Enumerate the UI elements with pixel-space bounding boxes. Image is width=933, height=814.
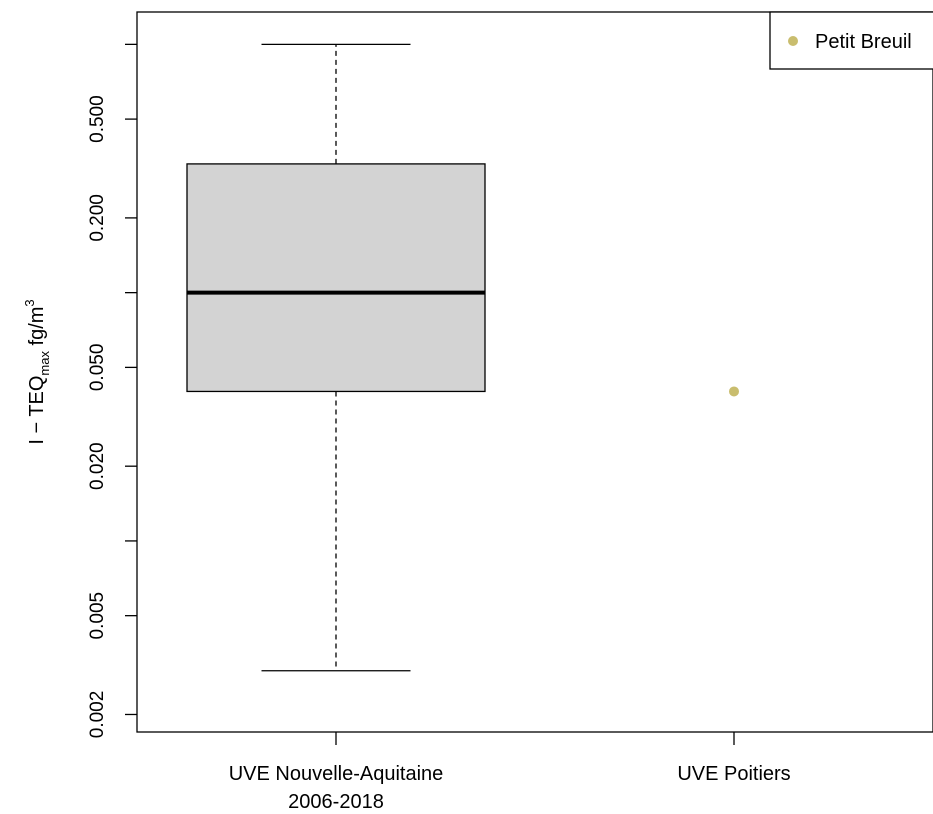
boxes: [186, 43, 486, 672]
legend: Petit Breuil: [769, 11, 933, 70]
legend-marker-petit-breuil: [788, 36, 798, 46]
y-tick-label: 0.200: [87, 194, 108, 242]
ylabel-subscript: max: [37, 351, 52, 376]
y-tick-label: 0.500: [87, 95, 108, 143]
x-category-label: UVE Nouvelle-Aquitaine: [229, 763, 444, 785]
plot-frame: [136, 11, 933, 733]
y-axis: 0.002 0.005 0.020 0.050 0.200 0.500: [87, 43, 137, 739]
y-tick-label: 0.002: [87, 691, 108, 739]
points: [729, 386, 739, 397]
x-category-label-line2: 2006-2018: [288, 791, 384, 813]
svg-text:I − TEQmax fg/m3: I − TEQmax fg/m3: [22, 299, 52, 444]
x-category-label: UVE Poitiers: [677, 763, 790, 785]
ylabel-prefix: I − TEQ: [26, 376, 48, 445]
data-point: [729, 386, 739, 397]
y-tick-label: 0.005: [87, 592, 108, 640]
legend-label-petit-breuil: Petit Breuil: [815, 31, 912, 53]
ylabel-superscript: 3: [22, 299, 37, 306]
y-axis-title: I − TEQmax fg/m3: [22, 299, 52, 444]
x-axis: UVE Nouvelle-Aquitaine 2006-2018 UVE Poiti…: [229, 732, 791, 813]
y-tick-label: 0.050: [87, 344, 108, 392]
ylabel-unit: fg/m: [26, 307, 48, 351]
box-iqr: [186, 163, 486, 393]
y-tick-label: 0.020: [87, 442, 108, 490]
